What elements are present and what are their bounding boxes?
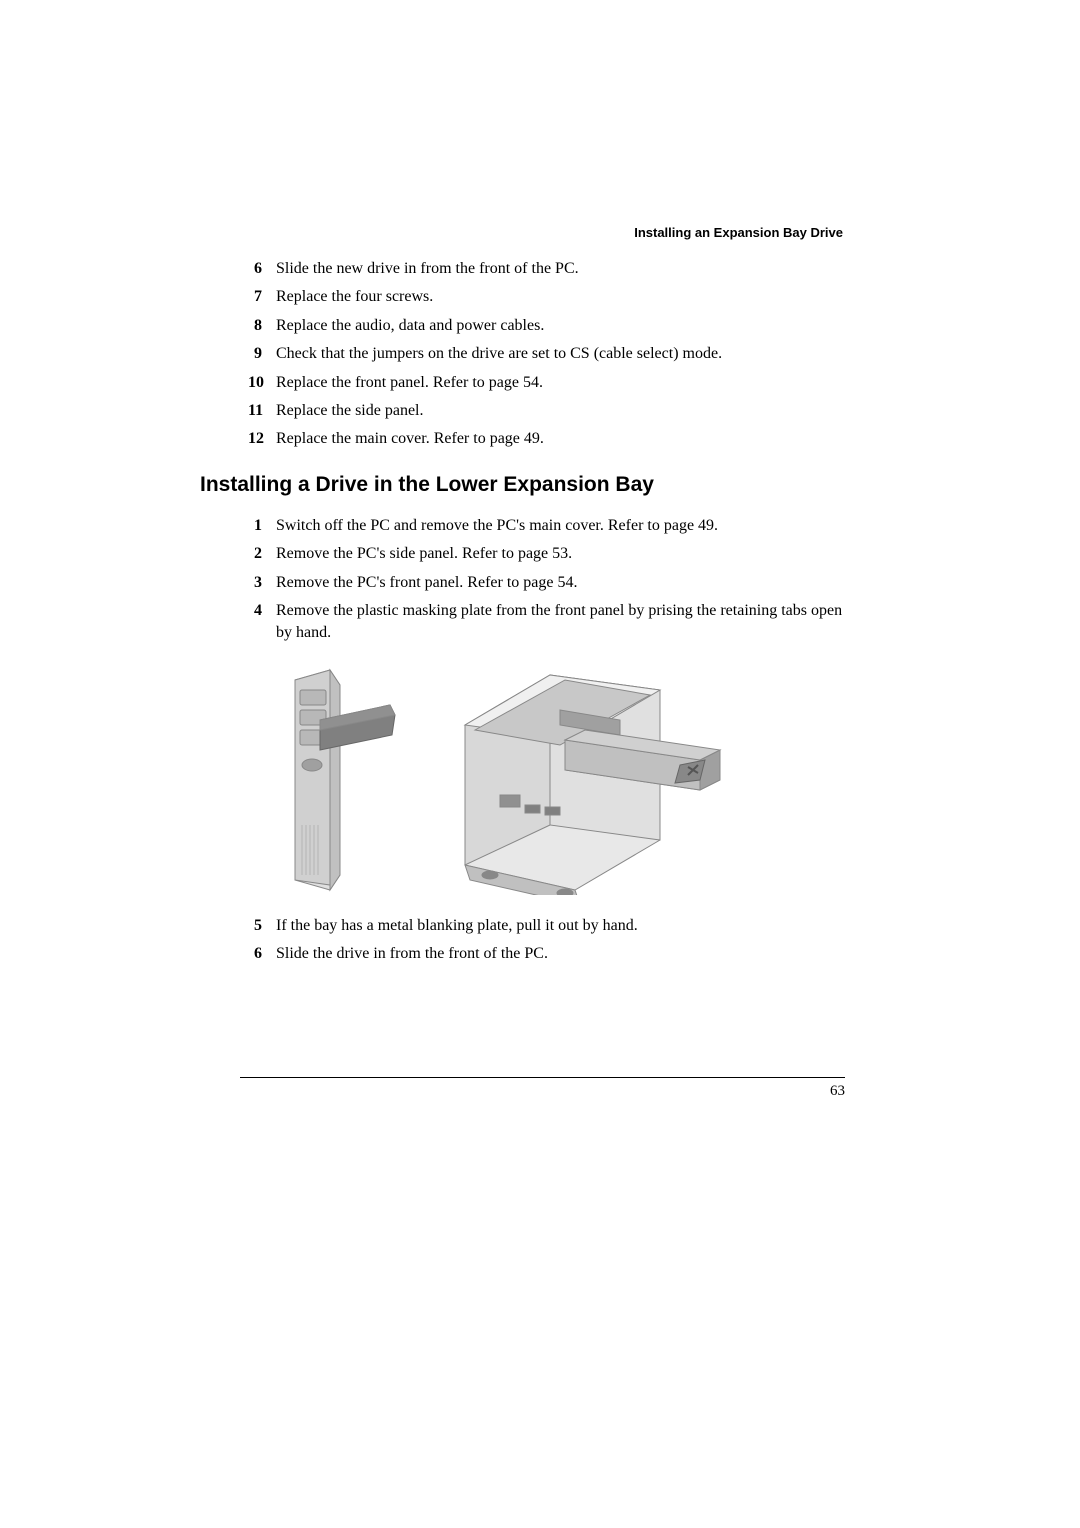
list-text: Remove the PC's front panel. Refer to pa… (276, 572, 845, 594)
running-header: Installing an Expansion Bay Drive (200, 225, 845, 240)
list-text: Slide the new drive in from the front of… (276, 258, 845, 280)
list-text: Remove the PC's side panel. Refer to pag… (276, 543, 845, 565)
list-item: 6 Slide the drive in from the front of t… (200, 943, 845, 965)
list-item: 6 Slide the new drive in from the front … (200, 258, 845, 280)
list-number: 2 (248, 543, 276, 565)
list-text: Replace the main cover. Refer to page 49… (276, 428, 845, 450)
list-number: 4 (248, 600, 276, 645)
chassis-illustration (440, 665, 730, 895)
list-text: Check that the jumpers on the drive are … (276, 343, 845, 365)
list-text: Switch off the PC and remove the PC's ma… (276, 515, 845, 537)
list-item: 3 Remove the PC's front panel. Refer to … (200, 572, 845, 594)
list-text: Replace the side panel. (276, 400, 845, 422)
list-text: Slide the drive in from the front of the… (276, 943, 845, 965)
page-number: 63 (830, 1083, 845, 1100)
list-item: 2 Remove the PC's side panel. Refer to p… (200, 543, 845, 565)
list-number: 7 (248, 286, 276, 308)
list-text: Replace the four screws. (276, 286, 845, 308)
list-number: 10 (248, 372, 276, 394)
list-text: If the bay has a metal blanking plate, p… (276, 915, 845, 937)
list-number: 6 (248, 943, 276, 965)
numbered-list-3: 5 If the bay has a metal blanking plate,… (200, 915, 845, 966)
numbered-list-2: 1 Switch off the PC and remove the PC's … (200, 515, 845, 645)
list-item: 7 Replace the four screws. (200, 286, 845, 308)
list-item: 5 If the bay has a metal blanking plate,… (200, 915, 845, 937)
installation-figure (260, 665, 845, 895)
list-text: Replace the front panel. Refer to page 5… (276, 372, 845, 394)
page-container: Installing an Expansion Bay Drive 6 Slid… (0, 0, 1080, 1528)
front-panel-illustration (260, 665, 410, 895)
list-item: 10 Replace the front panel. Refer to pag… (200, 372, 845, 394)
list-number: 1 (248, 515, 276, 537)
footer-divider (240, 1077, 845, 1078)
list-item: 12 Replace the main cover. Refer to page… (200, 428, 845, 450)
list-text: Replace the audio, data and power cables… (276, 315, 845, 337)
list-item: 9 Check that the jumpers on the drive ar… (200, 343, 845, 365)
list-number: 11 (248, 400, 276, 422)
list-item: 11 Replace the side panel. (200, 400, 845, 422)
list-number: 3 (248, 572, 276, 594)
list-number: 9 (248, 343, 276, 365)
list-number: 6 (248, 258, 276, 280)
numbered-list-1: 6 Slide the new drive in from the front … (200, 258, 845, 451)
section-heading: Installing a Drive in the Lower Expansio… (200, 473, 845, 497)
list-item: 8 Replace the audio, data and power cabl… (200, 315, 845, 337)
list-number: 8 (248, 315, 276, 337)
list-number: 12 (248, 428, 276, 450)
list-text: Remove the plastic masking plate from th… (276, 600, 845, 645)
list-item: 4 Remove the plastic masking plate from … (200, 600, 845, 645)
list-item: 1 Switch off the PC and remove the PC's … (200, 515, 845, 537)
list-number: 5 (248, 915, 276, 937)
